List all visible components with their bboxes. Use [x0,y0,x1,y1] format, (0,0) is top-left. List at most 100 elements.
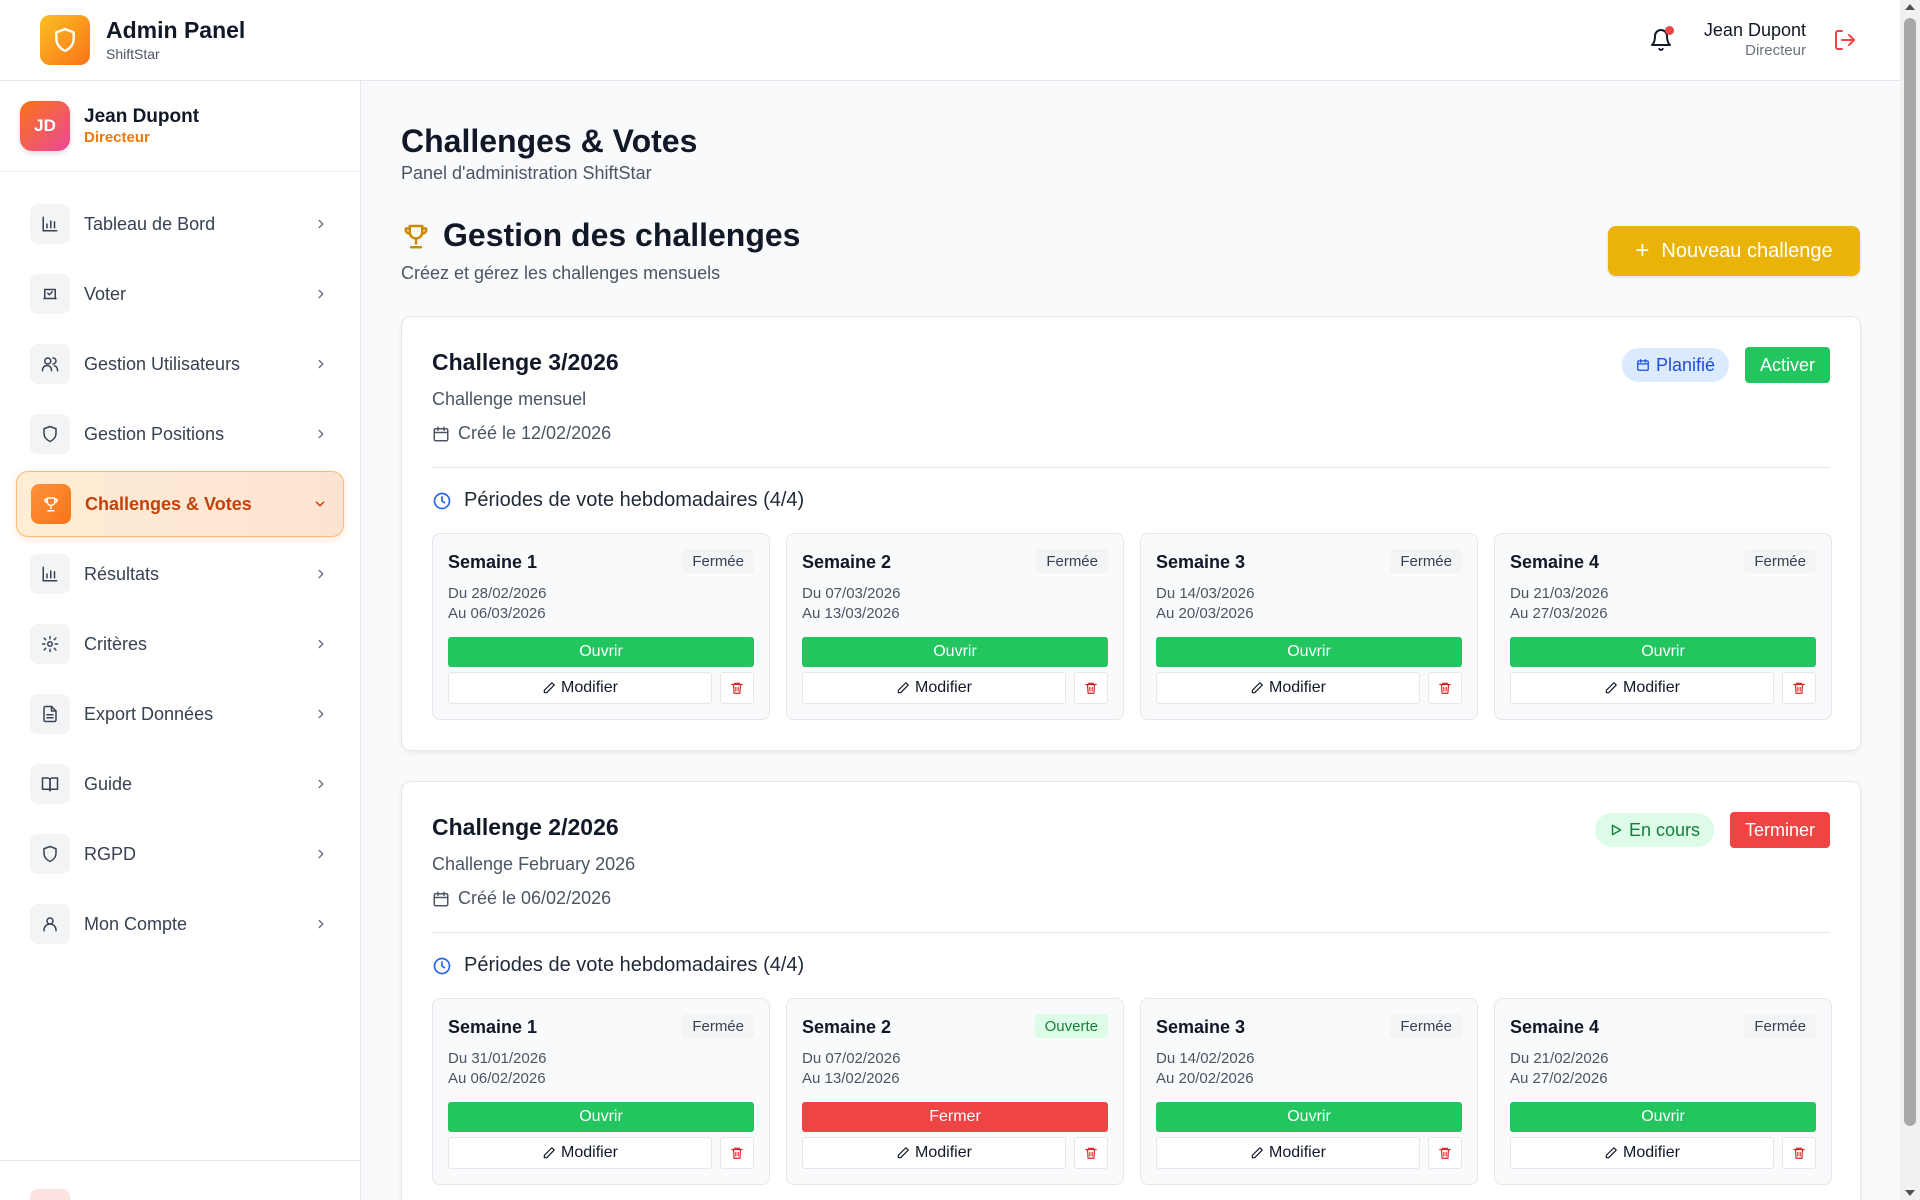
trophy-icon [404,224,428,248]
week-dates: Du 21/02/2026 Au 27/02/2026 [1510,1049,1608,1089]
week-status-badge: Fermée [682,549,754,573]
delete-button[interactable] [1428,672,1462,704]
week-name: Semaine 1 [448,552,538,572]
open-button[interactable]: Ouvrir [1156,1102,1462,1132]
sidebar-item-resultats[interactable]: Résultats [16,541,344,607]
trash-icon [1085,1147,1097,1159]
delete-button[interactable] [720,672,754,704]
shield-icon [30,414,70,454]
section-header: Gestion des challenges [401,217,800,254]
edit-button[interactable]: Modifier [1510,672,1774,704]
divider [432,467,1830,468]
page-scrollbar[interactable] [1900,0,1920,1200]
delete-button[interactable] [1428,1137,1462,1169]
delete-button[interactable] [1074,672,1108,704]
week-status-badge: Fermée [1744,1014,1816,1038]
open-button[interactable]: Ouvrir [1510,637,1816,667]
sidebar-item-challenges-votes[interactable]: Challenges & Votes [16,471,344,537]
delete-button[interactable] [1074,1137,1108,1169]
edit-button[interactable]: Modifier [802,1137,1066,1169]
edit-button[interactable]: Modifier [448,672,712,704]
week-status-badge: Fermée [1744,549,1816,573]
vote-icon [30,274,70,314]
play-icon [1611,824,1622,836]
chevron-right-icon [312,705,330,723]
edit-button[interactable]: Modifier [802,672,1066,704]
edit-label: Modifier [1623,679,1680,696]
section-subtitle: Créez et gérez les challenges mensuels [401,263,721,283]
sidebar-item-label: Tableau de Bord [84,213,216,234]
edit-button[interactable]: Modifier [1156,672,1420,704]
challenge-description: Challenge February 2026 [432,854,636,874]
shield-icon [55,27,75,53]
periods-title-text: Périodes de vote hebdomadaires (4/4) [464,954,805,976]
edit-button[interactable]: Modifier [448,1137,712,1169]
scrollbar-thumb[interactable] [1904,18,1916,1126]
challenge-created: Créé le 12/02/2026 [432,423,611,444]
sidebar-item-label: Challenges & Votes [85,493,252,514]
delete-button[interactable] [720,1137,754,1169]
sidebar-item-gestion-utilisateurs[interactable]: Gestion Utilisateurs [16,331,344,397]
open-button[interactable]: Ouvrir [1156,637,1462,667]
sidebar-item-criteres[interactable]: Critères [16,611,344,677]
file-text-icon [30,694,70,734]
open-button[interactable]: Ouvrir [802,637,1108,667]
delete-button[interactable] [1782,1137,1816,1169]
pencil-icon [1251,1147,1263,1159]
week-from: Du 28/02/2026 [448,585,547,602]
page-title: Challenges & Votes [401,123,698,159]
close-period-button[interactable]: Fermer [802,1102,1108,1132]
week-card: Semaine 3 Fermée Du 14/03/2026 Au 20/03/2… [1140,533,1478,720]
week-to: Au 13/02/2026 [802,1070,900,1087]
trash-icon [1793,1147,1805,1159]
new-challenge-button[interactable]: + Nouveau challenge [1608,226,1860,276]
sidebar-item-label: Voter [84,283,127,304]
edit-label: Modifier [1269,1144,1326,1161]
week-to: Au 27/03/2026 [1510,605,1608,622]
sidebar-item-rgpd[interactable]: RGPD [16,821,344,887]
chevron-right-icon [312,635,330,653]
week-name: Semaine 4 [1510,1017,1600,1037]
scroll-down-arrow-icon[interactable] [1905,1190,1915,1196]
notifications-button[interactable] [1646,25,1676,55]
top-user: Jean Dupont Directeur [1704,19,1806,61]
app-logo [40,15,90,65]
sidebar-item-tableau-de-bord[interactable]: Tableau de Bord [16,191,344,257]
sidebar-item-guide[interactable]: Guide [16,751,344,817]
clock-icon [433,957,451,974]
avatar: JD [20,101,70,151]
open-button[interactable]: Ouvrir [1510,1102,1816,1132]
trophy-icon [31,484,71,524]
logout-button[interactable] [1830,25,1860,55]
sidebar-footer-button[interactable] [30,1189,70,1200]
activate-button[interactable]: Activer [1744,347,1830,383]
scroll-up-arrow-icon[interactable] [1905,4,1915,10]
brand: Admin Panel ShiftStar [106,16,245,64]
open-button[interactable]: Ouvrir [448,637,754,667]
week-name: Semaine 1 [448,1017,538,1037]
periods-title: Périodes de vote hebdomadaires (4/4) [432,954,804,977]
finish-button[interactable]: Terminer [1729,812,1830,848]
top-bar: Admin Panel ShiftStar Jean Dupont Direct… [0,0,1900,81]
edit-label: Modifier [915,1144,972,1161]
sidebar-item-voter[interactable]: Voter [16,261,344,327]
open-button[interactable]: Ouvrir [448,1102,754,1132]
trash-icon [1439,682,1451,694]
section-title: Gestion des challenges [443,217,801,253]
trash-icon [1793,682,1805,694]
week-name: Semaine 3 [1156,552,1246,572]
sidebar-item-gestion-positions[interactable]: Gestion Positions [16,401,344,467]
sidebar-item-label: RGPD [84,843,137,864]
sidebar-item-mon-compte[interactable]: Mon Compte [16,891,344,957]
plus-icon: + [1635,237,1650,264]
calendar-icon [433,891,449,906]
week-name: Semaine 2 [802,1017,892,1037]
sidebar-item-export-donnees[interactable]: Export Données [16,681,344,747]
week-name: Semaine 3 [1156,1017,1246,1037]
pencil-icon [897,1147,909,1159]
week-card: Semaine 2 Fermée Du 07/03/2026 Au 13/03/2… [786,533,1124,720]
calendar-icon [1637,359,1649,371]
delete-button[interactable] [1782,672,1816,704]
edit-button[interactable]: Modifier [1510,1137,1774,1169]
edit-button[interactable]: Modifier [1156,1137,1420,1169]
